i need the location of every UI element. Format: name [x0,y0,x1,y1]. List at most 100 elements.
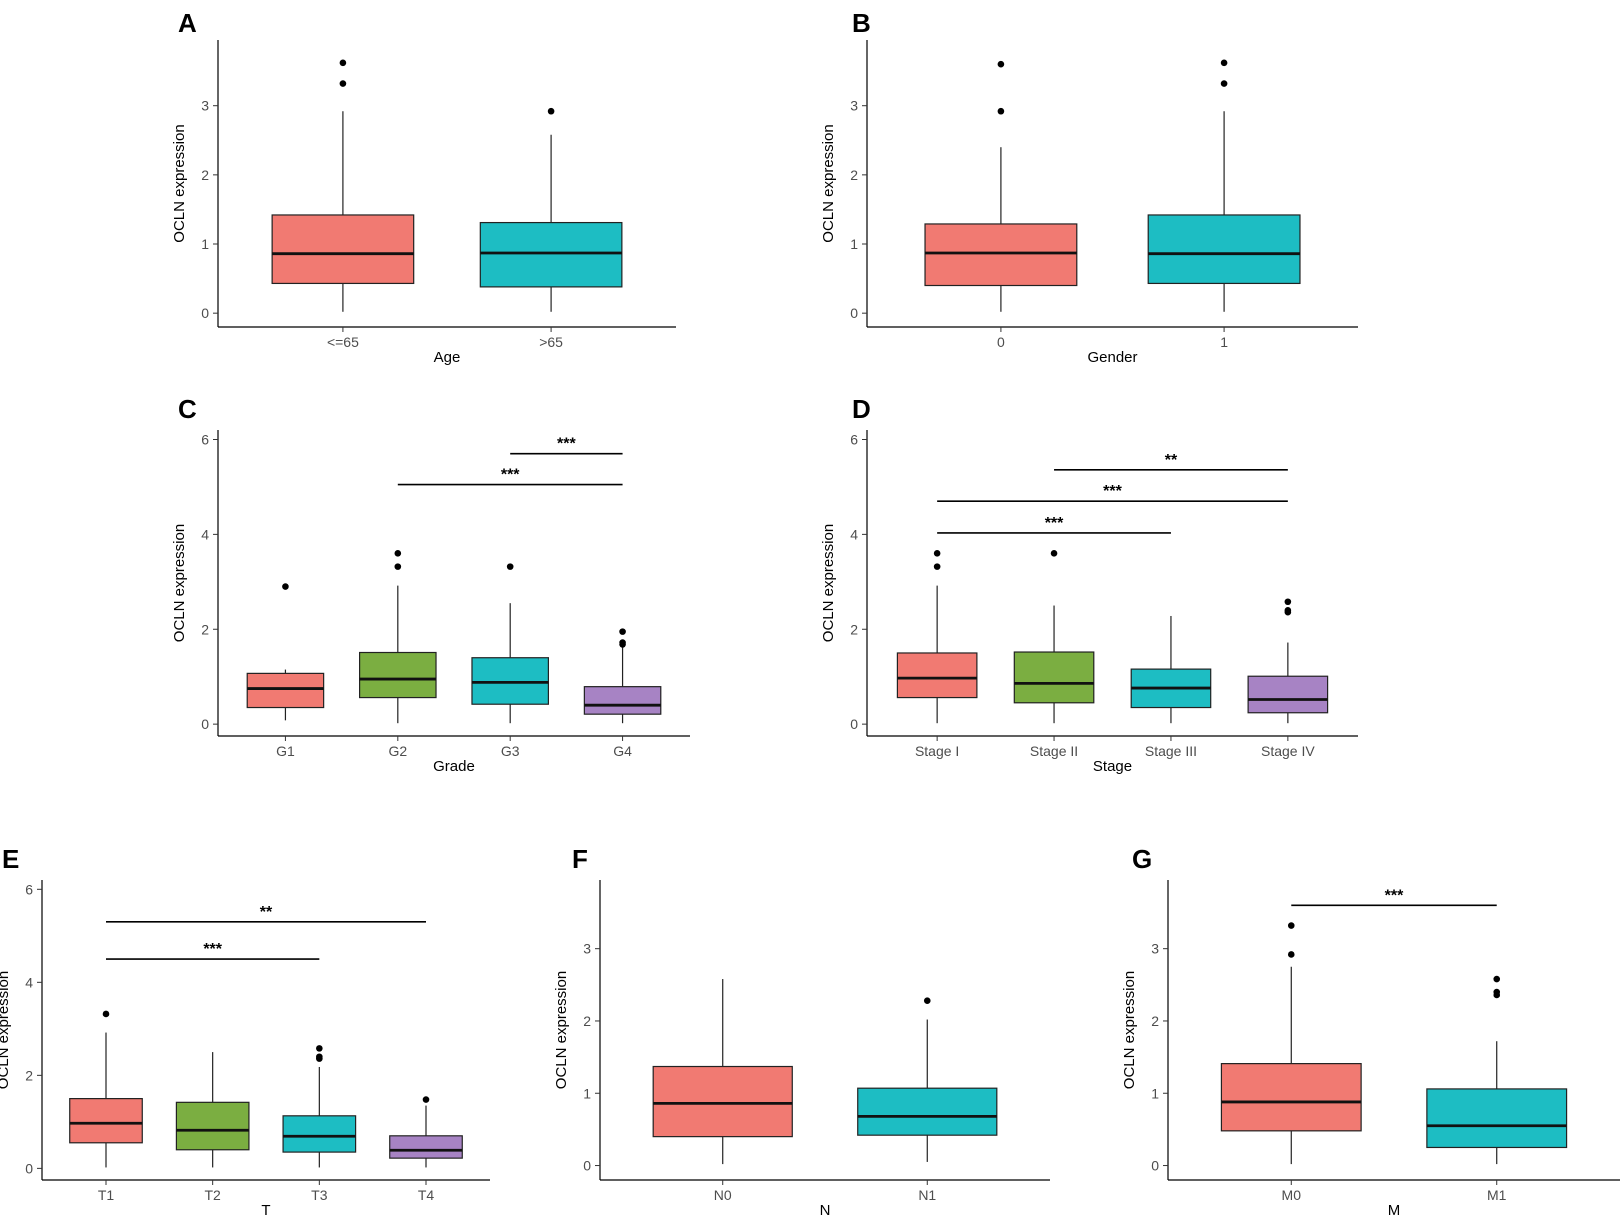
y-tick-label: 4 [201,526,209,542]
y-tick-label: 3 [583,941,591,957]
box-0 [924,60,1078,312]
x-tick-label: <=65 [327,334,359,350]
outlier-point [316,1053,323,1061]
significance-label: ** [260,904,273,921]
box-body [271,214,415,285]
outlier-point [1220,59,1228,67]
outlier-point [923,997,931,1005]
x-tick-label: G3 [501,743,520,759]
outlier-point [339,80,347,87]
box-n0 [652,979,793,1165]
outlier-point [933,563,941,570]
box-m1 [1426,975,1568,1165]
x-tick-label: T1 [98,1187,115,1203]
y-axis-title: OCLN expression [1121,971,1138,1089]
significance-label: ** [1165,452,1178,469]
x-tick-label: 0 [997,334,1005,350]
x-tick-label: Stage II [1030,743,1078,759]
outlier-point [1287,951,1295,958]
y-axis-title: OCLN expression [171,124,188,242]
x-tick-label: >65 [539,334,563,350]
box-t2 [175,1052,250,1168]
outlier-point [547,107,555,115]
x-tick-label: G4 [613,743,632,759]
box-stage-i [896,550,978,724]
box--65 [479,107,623,312]
box-body [389,1135,463,1159]
x-axis-title: Age [434,349,461,366]
x-axis-title: T [261,1202,270,1219]
box-body [282,1115,357,1153]
box-g2 [359,550,437,724]
outlier-point [997,60,1005,68]
outlier-point [1493,975,1501,983]
outlier-point [422,1096,430,1103]
box-body [583,686,662,715]
box-body [246,672,325,709]
y-tick-label: 1 [1151,1085,1159,1101]
y-tick-label: 0 [850,305,858,321]
x-axis-title: Gender [1087,349,1137,366]
panel-g: G 0 1 2 3 OCLN expression M M0 M1 *** [1121,844,1620,1219]
box-g3 [471,563,550,724]
significance-label: *** [1103,483,1122,500]
y-tick-label: 2 [201,621,209,637]
y-tick-label: 3 [201,98,209,114]
y-axis-title: OCLN expression [553,971,570,1089]
x-tick-label: N1 [918,1187,936,1203]
outlier-point [506,563,514,570]
outlier-point [339,59,347,67]
x-tick-label: T2 [204,1187,221,1203]
y-tick-label: 0 [201,716,209,732]
y-tick-label: 0 [850,716,858,732]
y-tick-label: 1 [201,236,209,252]
panel-f: F 0 1 2 3 OCLN expression N N0 N1 [553,844,1050,1219]
y-tick-label: 1 [583,1085,591,1101]
box-body [896,652,978,699]
box-body [924,223,1078,287]
x-tick-label: G1 [276,743,295,759]
y-tick-label: 2 [25,1067,33,1083]
outlier-point [394,563,402,570]
panel-c: C 0 2 4 6 OCLN expression Grade G1 G2 G3 G4 *** *** [171,394,690,775]
outlier-point [619,639,626,646]
outlier-point [1493,988,1501,996]
y-axis-title: OCLN expression [171,524,188,642]
y-tick-label: 1 [850,236,858,252]
outlier-point [1220,80,1228,87]
significance-label: *** [557,436,576,453]
y-tick-label: 0 [201,305,209,321]
y-tick-label: 4 [25,974,33,990]
y-tick-label: 0 [25,1160,33,1176]
outlier-point [1050,550,1058,557]
outlier-point [997,107,1005,115]
x-axis-title: Grade [433,758,475,775]
significance-label: *** [203,941,222,958]
y-axis-title: OCLN expression [0,971,12,1089]
outlier-point [316,1045,323,1052]
x-tick-label: Stage I [915,743,959,759]
box-t4 [389,1096,463,1168]
box-body [1220,1063,1362,1132]
y-tick-label: 2 [850,621,858,637]
x-tick-label: Stage IV [1261,743,1315,759]
x-axis-title: Stage [1093,758,1132,775]
outlier-point [1287,922,1295,929]
box-body [479,221,623,288]
box-g1 [246,583,325,721]
box-body [359,651,437,699]
y-tick-label: 2 [583,1013,591,1029]
outlier-point [394,550,402,557]
x-axis-title: N [820,1202,831,1219]
box-stage-ii [1013,550,1095,724]
box-1 [1147,59,1301,312]
x-tick-label: T4 [418,1187,435,1203]
significance-label: *** [1045,515,1064,532]
box-body [175,1101,250,1151]
x-tick-label: N0 [714,1187,732,1203]
panel-letter-f: F [572,844,588,874]
panel-letter-g: G [1132,844,1152,874]
y-tick-label: 2 [1151,1013,1159,1029]
box--65 [271,59,415,312]
